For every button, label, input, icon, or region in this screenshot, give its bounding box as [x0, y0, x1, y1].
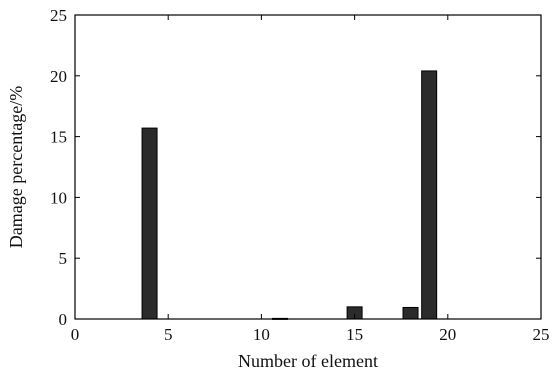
y-tick-label-10: 10 [50, 188, 67, 207]
bar-element-19 [421, 70, 438, 320]
x-tick-label-10: 10 [253, 325, 270, 344]
x-tick-label-5: 5 [164, 325, 173, 344]
plot-frame [74, 14, 542, 320]
bar-element-18 [402, 306, 419, 320]
bar-element-4 [141, 127, 158, 320]
x-axis-ticks: 0 5 10 15 20 25 [71, 15, 550, 344]
x-tick-label-15: 15 [346, 325, 363, 344]
y-tick-label-0: 0 [59, 310, 68, 329]
y-tick-label-5: 5 [59, 249, 68, 268]
y-axis-ticks: 0 5 10 15 20 25 [50, 6, 541, 329]
x-tick-label-20: 20 [439, 325, 456, 344]
x-tick-label-0: 0 [71, 325, 80, 344]
x-axis-label: Number of element [238, 351, 378, 371]
x-tick-label-25: 25 [533, 325, 550, 344]
y-axis-label: Damage percentage/% [6, 86, 26, 248]
bars-group [141, 70, 438, 320]
y-tick-label-20: 20 [50, 67, 67, 86]
y-tick-label-25: 25 [50, 6, 67, 25]
y-tick-label-15: 15 [50, 128, 67, 147]
